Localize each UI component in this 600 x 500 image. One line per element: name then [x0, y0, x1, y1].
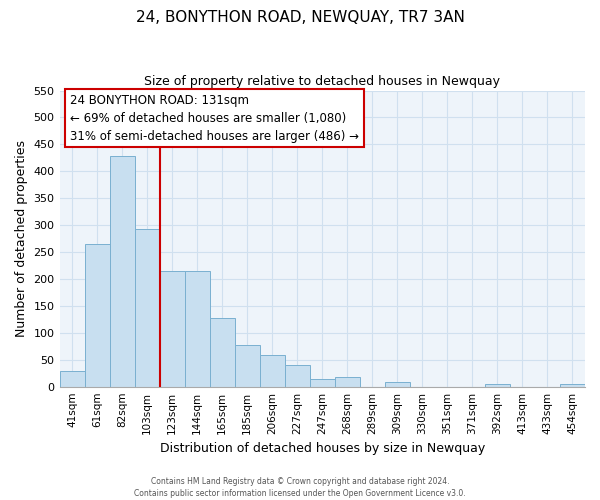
Bar: [310, 378, 335, 386]
Bar: [134, 230, 160, 386]
Text: 24 BONYTHON ROAD: 131sqm
← 69% of detached houses are smaller (1,080)
31% of sem: 24 BONYTHON ROAD: 131sqm ← 69% of detach…: [70, 94, 359, 142]
Bar: [260, 356, 285, 386]
Bar: [160, 271, 185, 386]
Bar: [560, 384, 585, 386]
Bar: [285, 365, 310, 386]
Title: Size of property relative to detached houses in Newquay: Size of property relative to detached ho…: [144, 75, 500, 88]
Bar: [485, 384, 510, 386]
Bar: [85, 244, 110, 386]
Bar: [335, 377, 360, 386]
Bar: [209, 318, 235, 386]
Bar: [235, 345, 260, 387]
Bar: [185, 271, 209, 386]
Text: 24, BONYTHON ROAD, NEWQUAY, TR7 3AN: 24, BONYTHON ROAD, NEWQUAY, TR7 3AN: [136, 10, 464, 25]
Bar: [385, 382, 410, 386]
Text: Contains HM Land Registry data © Crown copyright and database right 2024.
Contai: Contains HM Land Registry data © Crown c…: [134, 476, 466, 498]
Y-axis label: Number of detached properties: Number of detached properties: [15, 140, 28, 337]
Bar: [59, 370, 85, 386]
X-axis label: Distribution of detached houses by size in Newquay: Distribution of detached houses by size …: [160, 442, 485, 455]
Bar: [110, 156, 134, 386]
